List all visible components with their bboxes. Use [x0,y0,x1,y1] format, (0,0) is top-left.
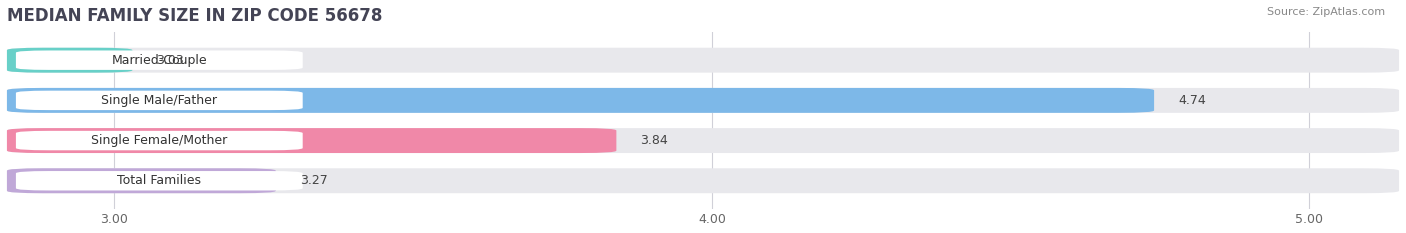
Text: 3.03: 3.03 [156,54,184,67]
Text: 4.74: 4.74 [1178,94,1206,107]
Text: Source: ZipAtlas.com: Source: ZipAtlas.com [1267,7,1385,17]
FancyBboxPatch shape [7,48,132,73]
FancyBboxPatch shape [7,48,1399,73]
Text: Total Families: Total Families [117,174,201,187]
FancyBboxPatch shape [15,131,302,150]
FancyBboxPatch shape [15,91,302,110]
Text: Single Male/Father: Single Male/Father [101,94,218,107]
FancyBboxPatch shape [7,128,616,153]
FancyBboxPatch shape [7,128,1399,153]
FancyBboxPatch shape [7,168,276,193]
FancyBboxPatch shape [7,88,1399,113]
Text: MEDIAN FAMILY SIZE IN ZIP CODE 56678: MEDIAN FAMILY SIZE IN ZIP CODE 56678 [7,7,382,25]
FancyBboxPatch shape [7,88,1154,113]
Text: 3.27: 3.27 [299,174,328,187]
FancyBboxPatch shape [15,171,302,190]
Text: Married-Couple: Married-Couple [111,54,207,67]
FancyBboxPatch shape [7,168,1399,193]
FancyBboxPatch shape [15,51,302,70]
Text: Single Female/Mother: Single Female/Mother [91,134,228,147]
Text: 3.84: 3.84 [640,134,668,147]
